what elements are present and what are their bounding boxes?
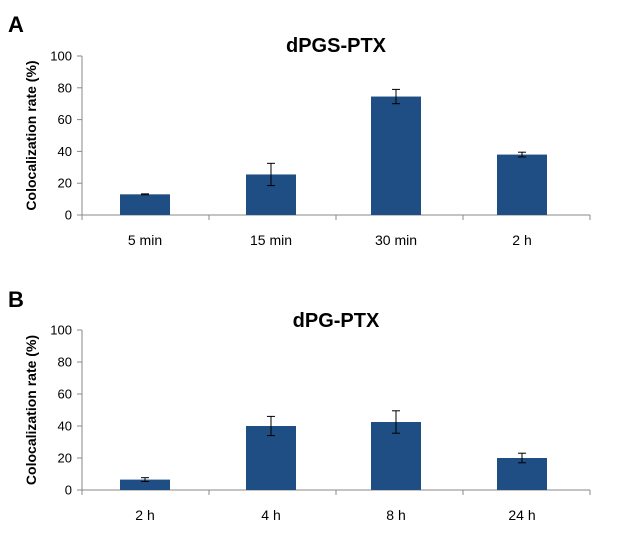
x-category-label: 5 min: [128, 232, 162, 248]
bar: [371, 96, 421, 215]
y-tick-label: 80: [58, 80, 72, 95]
y-axis-title: Colocalization rate (%): [23, 60, 39, 210]
chart-title: dPGS-PTX: [286, 35, 387, 57]
bar: [120, 194, 170, 215]
bar: [497, 458, 547, 490]
y-tick-label: 0: [65, 483, 72, 498]
y-tick-label: 20: [58, 176, 72, 191]
x-category-label: 15 min: [250, 232, 292, 248]
y-tick-label: 80: [58, 355, 72, 370]
x-category-label: 8 h: [386, 507, 405, 523]
chart-title: dPG-PTX: [293, 310, 380, 332]
x-category-label: 2 h: [512, 232, 531, 248]
y-tick-label: 20: [58, 451, 72, 466]
bar: [497, 154, 547, 215]
x-category-label: 30 min: [375, 232, 417, 248]
x-category-label: 24 h: [508, 507, 535, 523]
panel-letter: A: [8, 12, 24, 37]
y-axis-title: Colocalization rate (%): [23, 335, 39, 485]
panel-letter: B: [8, 287, 24, 312]
y-tick-label: 40: [58, 144, 72, 159]
y-tick-label: 60: [58, 112, 72, 127]
y-tick-label: 60: [58, 387, 72, 402]
bar: [246, 426, 296, 490]
y-tick-label: 100: [50, 323, 72, 338]
x-category-label: 2 h: [135, 507, 154, 523]
x-category-label: 4 h: [261, 507, 280, 523]
bar: [120, 479, 170, 490]
y-tick-label: 40: [58, 419, 72, 434]
y-tick-label: 0: [65, 208, 72, 223]
y-tick-label: 100: [50, 49, 72, 64]
